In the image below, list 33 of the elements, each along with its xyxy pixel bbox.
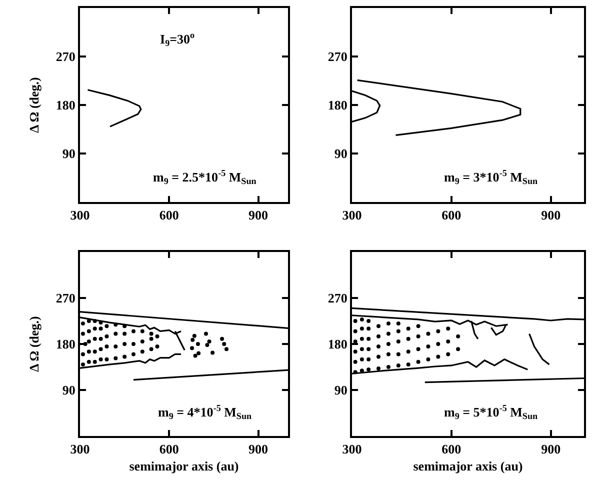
- y-tick-label: 270: [328, 290, 348, 306]
- annotation: m$_{9}$ = 4*10$^{-5}$ M$_{Sun}$: [158, 403, 252, 422]
- x-tick-label: 600: [442, 442, 462, 457]
- x-tick-label: 900: [248, 442, 268, 457]
- annotation: I$_{9}$=30$^{o}$: [160, 30, 196, 48]
- x-tick-label: 600: [159, 208, 179, 223]
- y-tick-label: 180: [328, 98, 348, 113]
- annotation: m$_{9}$ = 2.5*10$^{-5}$ M$_{Sun}$: [153, 168, 256, 186]
- x-tick-label: 300: [70, 442, 90, 457]
- x-tick-label: 900: [541, 442, 561, 457]
- y-tick-label: 270: [56, 49, 76, 64]
- y-tick-label: 180: [328, 336, 348, 352]
- x-tick-label: 600: [159, 442, 179, 457]
- x-tick-label: 900: [541, 208, 561, 223]
- y-tick-label: 180: [56, 98, 76, 113]
- x-tick-label: 300: [342, 208, 362, 223]
- x-axis-title: semimajor axis (au): [129, 458, 239, 474]
- y-tick-label: 90: [334, 146, 348, 162]
- y-tick-label: 270: [56, 290, 76, 306]
- y-axis-title: Δ Ω (deg.): [26, 316, 42, 372]
- annotation: m$_{9}$ = 3*10$^{-5}$ M$_{Sun}$: [444, 168, 538, 186]
- x-tick-label: 300: [70, 208, 90, 223]
- x-axis-title: semimajor axis (au): [413, 458, 523, 474]
- y-tick-label: 90: [62, 382, 76, 398]
- y-tick-label: 270: [328, 49, 348, 64]
- x-tick-label: 300: [342, 442, 362, 457]
- x-tick-label: 600: [442, 208, 462, 223]
- annotation: m$_{9}$ = 5*10$^{-5}$ M$_{Sun}$: [444, 403, 538, 422]
- y-tick-label: 90: [62, 146, 76, 162]
- y-axis-title: Δ Ω (deg.): [26, 77, 42, 133]
- y-tick-label: 180: [56, 336, 76, 352]
- x-tick-label: 900: [248, 208, 268, 223]
- y-tick-label: 90: [334, 382, 348, 398]
